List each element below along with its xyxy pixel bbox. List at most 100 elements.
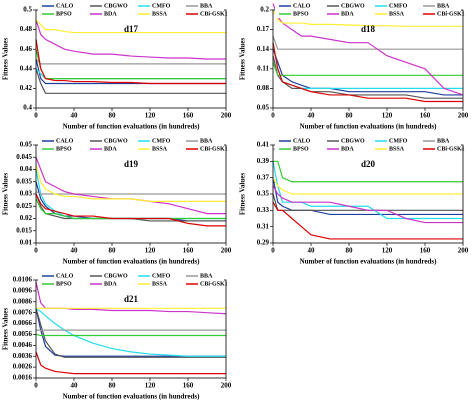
legend-box	[38, 137, 224, 153]
series-line	[35, 333, 226, 337]
series-line	[35, 193, 226, 227]
legend-label: CBGWO	[104, 273, 128, 279]
legend-label: CMFO	[152, 273, 171, 279]
legend-label: BBA	[200, 273, 213, 279]
x-tick-label: 0	[34, 247, 38, 255]
legend-box	[275, 2, 461, 18]
legend-box	[38, 2, 224, 18]
legend-label: BDA	[104, 281, 117, 287]
x-tick-label: 120	[382, 247, 393, 255]
y-tick-label: 0.39	[257, 157, 270, 165]
legend-label: BDA	[341, 146, 354, 152]
legend-label: CBi-GSK1	[437, 11, 465, 17]
series-line	[35, 164, 226, 202]
legend-label: BPSO	[293, 146, 309, 152]
y-axis-label: Fitness Values	[2, 173, 10, 215]
x-tick-label: 40	[308, 247, 316, 255]
y-tick-label: 0.0026	[13, 363, 33, 371]
legend-label: CBGWO	[341, 3, 365, 9]
chart-title: d19	[124, 159, 139, 169]
y-axis-label: Fitness Values	[239, 173, 247, 215]
series-line	[35, 198, 226, 220]
legend-label: BBA	[200, 3, 213, 9]
x-tick-label: 200	[221, 112, 232, 120]
legend-label: BSSA	[389, 146, 405, 152]
legend-label: BSSA	[152, 146, 168, 152]
x-tick-label: 200	[221, 382, 232, 390]
y-tick-label: 0.44	[20, 64, 33, 72]
series-line	[272, 177, 463, 195]
series-line	[272, 185, 463, 224]
series-line	[273, 160, 463, 183]
y-tick-label: 0.46	[20, 45, 33, 53]
series-line	[272, 35, 463, 50]
x-axis-label: Number of function evaluations (in hundr…	[300, 123, 438, 131]
x-tick-label: 0	[271, 112, 275, 120]
y-tick-label: 0.01	[20, 239, 33, 247]
series-line	[272, 161, 463, 220]
chart-title: d20	[361, 159, 376, 169]
x-tick-label: 80	[109, 382, 117, 390]
y-tick-label: 0.0016	[13, 374, 33, 382]
y-tick-label: 0.0036	[13, 352, 33, 360]
legend-label: CALO	[56, 273, 74, 279]
legend-label: CBi-GSK1	[200, 281, 228, 287]
series-line	[35, 307, 226, 357]
series-line	[272, 193, 463, 211]
legend-label: CBGWO	[104, 138, 128, 144]
x-tick-label: 200	[458, 112, 469, 120]
y-tick-label: 0.4	[23, 104, 32, 112]
series-line	[35, 19, 226, 34]
y-tick-label: 0.35	[257, 190, 270, 198]
legend-label: BBA	[437, 138, 450, 144]
x-tick-label: 0	[34, 382, 38, 390]
legend-label: CALO	[293, 3, 311, 9]
legend-label: BDA	[341, 11, 354, 17]
x-tick-label: 40	[71, 382, 79, 390]
x-tick-label: 40	[71, 112, 79, 120]
y-tick-label: 0.29	[257, 239, 270, 247]
x-tick-label: 160	[183, 247, 194, 255]
y-tick-label: 0.31	[257, 222, 270, 230]
x-tick-label: 120	[145, 247, 156, 255]
legend-label: CBi-GSK1	[200, 146, 228, 152]
y-axis-label: Fitness Values	[239, 38, 247, 80]
x-tick-label: 80	[109, 247, 117, 255]
y-tick-label: 0.17	[257, 25, 270, 33]
y-tick-label: 0.0076	[13, 308, 33, 316]
series-line	[272, 48, 463, 96]
legend-label: BPSO	[293, 11, 309, 17]
y-tick-label: 0.05	[257, 104, 270, 112]
y-tick-label: 0.015	[16, 226, 32, 234]
chart-title: d21	[124, 294, 139, 304]
y-tick-label: 0.2	[260, 6, 269, 14]
series-line	[272, 9, 463, 27]
y-tick-label: 0.0086	[13, 297, 33, 305]
x-tick-label: 80	[109, 112, 117, 120]
legend-label: CALO	[56, 3, 74, 9]
series-line	[35, 308, 226, 357]
x-tick-label: 80	[346, 247, 354, 255]
series-line	[35, 68, 226, 80]
y-tick-label: 0.33	[257, 206, 270, 214]
x-tick-label: 40	[308, 112, 316, 120]
y-tick-label: 0.08	[257, 84, 270, 92]
legend-label: CBGWO	[341, 138, 365, 144]
y-tick-label: 0.48	[20, 25, 33, 33]
x-axis-label: Number of function evaluations (in hundr…	[300, 258, 438, 266]
series-line	[35, 157, 226, 215]
x-tick-label: 0	[34, 112, 38, 120]
series-line	[272, 201, 463, 240]
chart-title: d17	[124, 24, 139, 34]
legend-label: BPSO	[56, 146, 72, 152]
legend-label: CBi-GSK1	[200, 11, 228, 17]
y-tick-label: 0.03	[20, 190, 33, 198]
series-line	[272, 62, 463, 76]
legend-label: CALO	[293, 138, 311, 144]
legend-label: CMFO	[152, 138, 171, 144]
x-tick-label: 120	[145, 382, 156, 390]
series-line	[35, 19, 226, 60]
y-tick-label: 0.04	[20, 165, 33, 173]
x-axis-label: Number of function evaluations (in hundr…	[63, 258, 201, 266]
